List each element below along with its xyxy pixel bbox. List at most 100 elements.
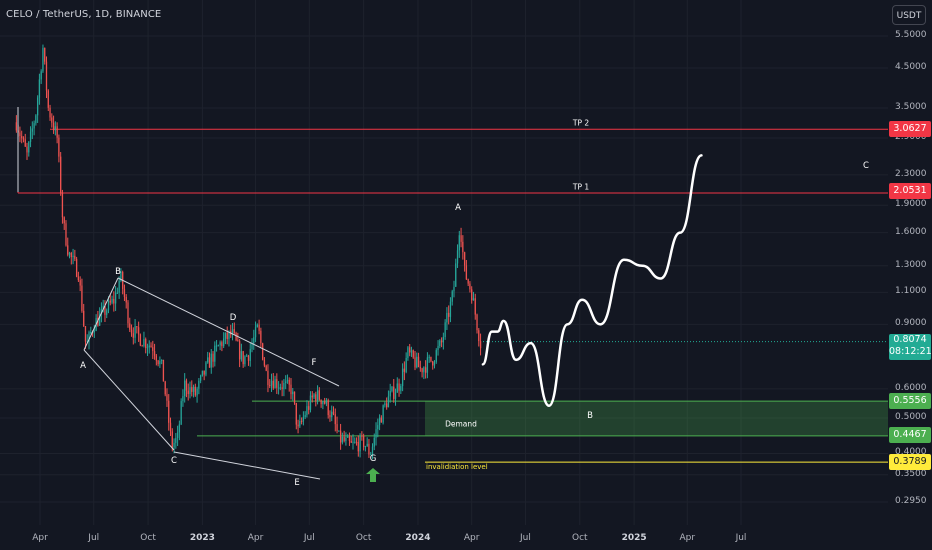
candle — [378, 414, 381, 431]
candle — [214, 341, 216, 367]
current-price-countdown: 08:12:21 — [889, 346, 932, 357]
candle — [196, 386, 198, 403]
candle-body — [106, 310, 108, 315]
candle — [129, 317, 131, 332]
candle — [63, 216, 65, 230]
candle — [283, 379, 285, 397]
candle-body — [253, 337, 255, 344]
candle — [132, 327, 134, 345]
candle — [150, 342, 152, 348]
candle — [164, 380, 166, 397]
candle — [424, 360, 427, 379]
candle-body — [114, 292, 117, 304]
arrow-up-icon — [366, 468, 380, 482]
candle — [472, 291, 475, 301]
candle — [60, 152, 62, 196]
candle-body — [440, 340, 443, 343]
candle — [435, 348, 437, 364]
candle — [300, 417, 303, 425]
candle — [185, 378, 188, 398]
candle — [19, 126, 21, 143]
candle — [215, 339, 218, 352]
time-tick-label: Apr — [247, 533, 264, 543]
candle-body — [238, 341, 241, 360]
candle — [327, 398, 329, 419]
candle — [272, 373, 274, 390]
candle — [444, 319, 446, 340]
candle-body — [332, 411, 335, 415]
candle-body — [309, 395, 312, 410]
candle-body — [51, 117, 53, 123]
candle-body — [215, 345, 218, 347]
candle — [332, 406, 335, 416]
candle-body — [449, 301, 452, 317]
candle-body — [357, 442, 359, 452]
invalidation-price-label: 0.3789 — [889, 454, 931, 470]
candle-body — [72, 255, 74, 257]
candle-body — [451, 291, 453, 302]
currency-selector[interactable]: USDT — [892, 5, 926, 25]
candle-body — [56, 126, 58, 138]
candle-body — [401, 368, 404, 387]
candle-body — [205, 362, 207, 375]
candle — [45, 56, 48, 99]
candle — [56, 122, 58, 144]
candle — [442, 332, 445, 350]
candle-body — [100, 309, 103, 315]
candle-body — [290, 384, 292, 395]
candle — [331, 405, 333, 422]
candle — [368, 439, 370, 458]
candle-body — [251, 343, 253, 350]
candle-body — [350, 440, 352, 443]
candle-body — [155, 355, 157, 361]
candle — [226, 326, 228, 345]
candle-body — [141, 345, 143, 347]
candle-body — [208, 357, 211, 368]
candle-body — [254, 327, 257, 338]
candle-body — [44, 47, 46, 62]
candle — [207, 351, 209, 364]
candle-body — [90, 332, 92, 334]
candle — [269, 379, 271, 389]
candle — [432, 360, 434, 370]
candle — [77, 271, 80, 282]
candle — [180, 398, 182, 426]
candle-body — [426, 357, 429, 373]
candle-body — [276, 379, 278, 388]
price-tick-label: 4.5000 — [895, 61, 927, 72]
candle — [35, 114, 37, 126]
candle — [143, 331, 145, 348]
candle — [407, 346, 409, 361]
candle-body — [423, 367, 425, 373]
wave-trendline — [83, 277, 119, 351]
candle-body — [409, 347, 411, 353]
candle — [210, 349, 212, 374]
candle — [161, 359, 163, 365]
candle-body — [341, 436, 344, 443]
candle — [106, 308, 108, 319]
candle — [414, 350, 416, 371]
candle-body — [198, 380, 200, 389]
candle — [324, 397, 326, 405]
candle-body — [175, 437, 177, 443]
candle-body — [446, 312, 448, 323]
candle-body — [148, 345, 150, 348]
candle-body — [469, 283, 471, 290]
candle-body — [221, 342, 223, 347]
candle — [320, 399, 322, 408]
candle — [24, 133, 26, 147]
candle-body — [38, 79, 41, 98]
candle — [189, 381, 191, 399]
candle — [355, 437, 358, 446]
candle-body — [263, 359, 266, 366]
candle-body — [316, 390, 319, 402]
candle — [285, 375, 287, 390]
candle-body — [304, 415, 306, 418]
candle-body — [214, 345, 216, 362]
candle — [306, 400, 308, 418]
candle-body — [68, 252, 71, 255]
candle — [194, 383, 196, 397]
candle-body — [396, 383, 398, 393]
candle-body — [153, 351, 156, 356]
